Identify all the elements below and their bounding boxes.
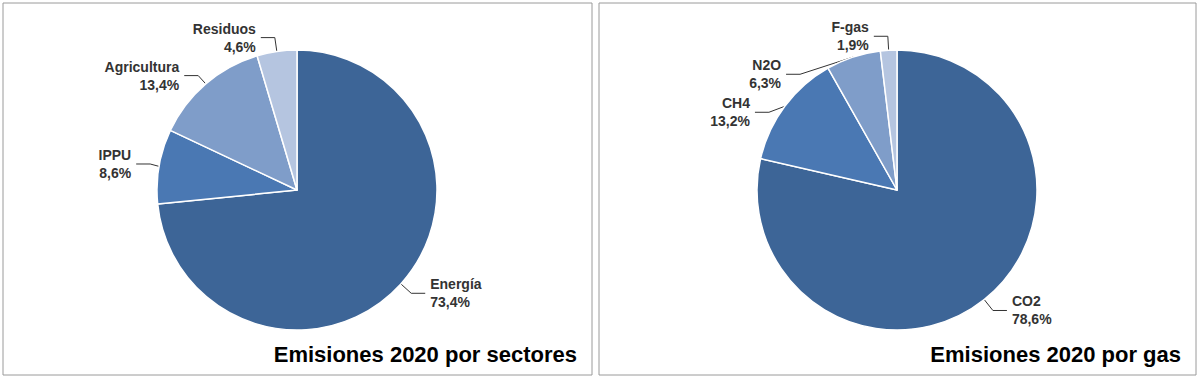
svg-text:4,6%: 4,6% <box>224 39 256 55</box>
svg-text:73,4%: 73,4% <box>430 294 470 310</box>
svg-text:N2O: N2O <box>752 57 781 73</box>
svg-text:Emisiones 2020 por sectores: Emisiones 2020 por sectores <box>274 342 577 367</box>
svg-text:CO2: CO2 <box>1012 293 1041 309</box>
svg-text:CH4: CH4 <box>722 95 750 111</box>
svg-text:Residuos: Residuos <box>193 21 256 37</box>
svg-text:Agricultura: Agricultura <box>105 59 180 75</box>
svg-text:78,6%: 78,6% <box>1012 311 1052 327</box>
svg-text:13,4%: 13,4% <box>140 77 180 93</box>
svg-text:8,6%: 8,6% <box>99 165 131 181</box>
svg-text:Energía: Energía <box>430 276 482 292</box>
svg-text:1,9%: 1,9% <box>837 37 869 53</box>
svg-text:F-gas: F-gas <box>831 19 869 35</box>
svg-text:Emisiones 2020 por gas: Emisiones 2020 por gas <box>930 342 1181 367</box>
svg-text:13,2%: 13,2% <box>710 113 750 129</box>
svg-text:IPPU: IPPU <box>98 147 131 163</box>
svg-text:6,3%: 6,3% <box>749 75 781 91</box>
